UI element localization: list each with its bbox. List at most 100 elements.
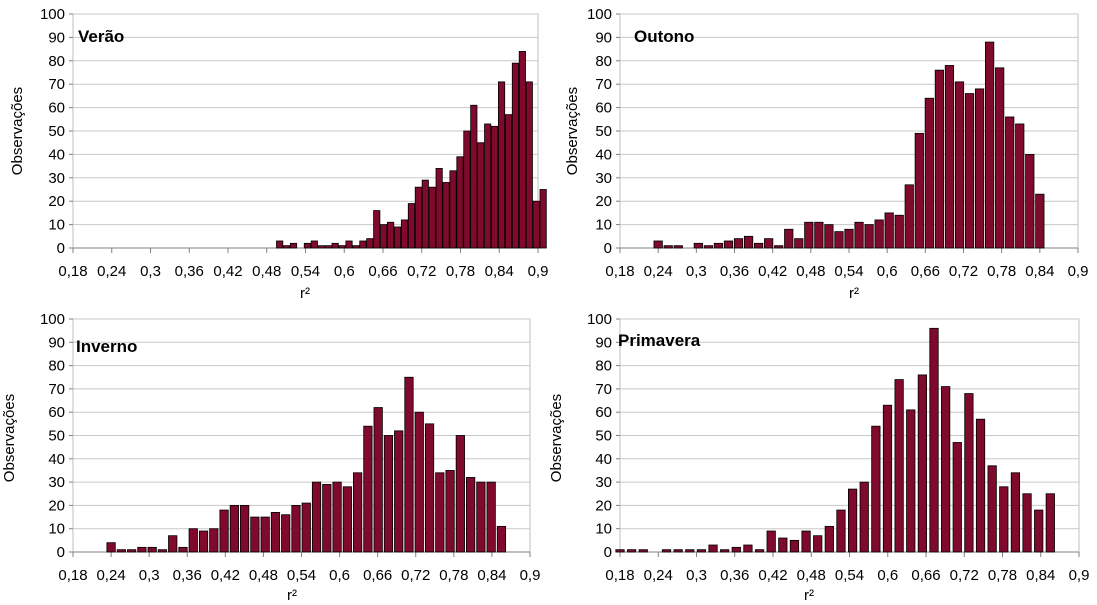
x-tick-label: 0,18 [58,567,87,584]
bar [1035,193,1045,249]
y-tick-label: 60 [595,404,612,421]
bar [764,238,774,249]
x-tick-label: 0,54 [287,567,316,584]
y-tick-label: 70 [48,76,65,93]
bar [470,104,478,249]
bar [696,549,707,553]
x-tick-label: 0,36 [720,567,749,584]
x-tick-label: 0,78 [987,263,1016,280]
bar [281,514,291,553]
bar [999,486,1009,553]
chart-outono-svg: 0 10 20 30 40 50 60 70 80 90 100 0,18 0,24 0,3 0,36 0,4… [564,6,1089,302]
y-tick-label: 30 [48,170,65,187]
bar [952,442,962,553]
bar [906,409,916,553]
x-tick-label: 0,9 [528,263,548,280]
x-tick-label: 0,66 [363,567,392,584]
y-tick-label: 50 [48,123,65,140]
bar [414,411,424,553]
bar [848,488,858,553]
bar [331,242,339,249]
y-tick-label: 60 [48,404,65,421]
bar [884,212,894,249]
x-tick-label: 0,42 [211,567,240,584]
bar [317,245,325,249]
x-tick-label: 0,9 [1068,263,1089,280]
y-tick-label: 80 [48,53,65,70]
bar [322,484,332,553]
bar [882,404,893,553]
bar [435,168,443,249]
y-tick-label: 80 [595,53,612,70]
y-tick-label: 10 [595,521,612,538]
bar [324,245,332,249]
bar [1010,472,1021,553]
bar [975,418,986,553]
bar [424,423,435,553]
x-tick-label: 0,18 [605,567,634,584]
bar [941,386,951,553]
bar [638,549,648,553]
x-axis-label: r² [300,285,310,302]
x-tick-label: 0,54 [834,263,863,280]
bar [525,81,533,249]
bar [778,537,788,553]
bar [627,549,637,553]
bar [116,549,126,553]
bar [894,379,904,553]
bar [486,481,496,553]
x-tick-label: 0,72 [407,263,436,280]
x-tick-label: 0,6 [329,567,350,584]
y-tick-label: 30 [595,474,612,491]
y-tick-label: 100 [40,311,65,328]
y-tick-label: 40 [595,146,612,163]
x-tick-label: 0,48 [249,567,278,584]
x-tick-label: 0,6 [334,263,355,280]
bar [854,221,864,249]
bar [743,235,754,249]
x-tick-label: 0,78 [988,567,1017,584]
bar [834,231,844,249]
bar [289,242,298,249]
bar [974,88,985,249]
bar [754,549,765,553]
bar [511,62,519,249]
y-tick-label: 0 [57,240,65,257]
y-axis-label: Observações [1,394,18,482]
bar [713,242,724,249]
bar [539,189,547,249]
y-tick-label: 0 [604,240,612,257]
bar [301,502,311,553]
y-tick-label: 90 [48,29,65,46]
bar [442,182,450,249]
y-tick-label: 40 [595,451,612,468]
bar [794,238,804,249]
y-axis-label: Observações [9,87,26,175]
x-tick-label: 0,84 [477,567,506,584]
bar [476,481,486,553]
bar [720,549,730,553]
bar [373,210,381,249]
bar [904,184,914,249]
x-tick-label: 0,84 [1025,263,1054,280]
x-tick-label: 0,48 [796,263,825,280]
chart-primavera-svg: 0 10 20 30 40 50 60 70 80 90 100 0,18 0,24 0,3 0,36 0,4… [548,311,1089,604]
bar [359,240,367,249]
bar [342,486,352,553]
bar [653,240,663,249]
bar [954,81,965,249]
bar [449,170,457,249]
bar [766,530,776,553]
bar [455,435,465,553]
y-tick-label: 80 [595,358,612,375]
bar [477,142,485,249]
y-tick-label: 50 [595,428,612,445]
y-tick-label: 100 [40,6,65,23]
x-tick-label: 0,84 [485,263,514,280]
y-axis-label: Observações [564,87,581,175]
bar [147,546,157,553]
y-tick-label: 40 [48,451,65,468]
x-tick-label: 0,36 [173,567,202,584]
bar [496,525,507,553]
y-tick-label: 40 [48,146,65,163]
